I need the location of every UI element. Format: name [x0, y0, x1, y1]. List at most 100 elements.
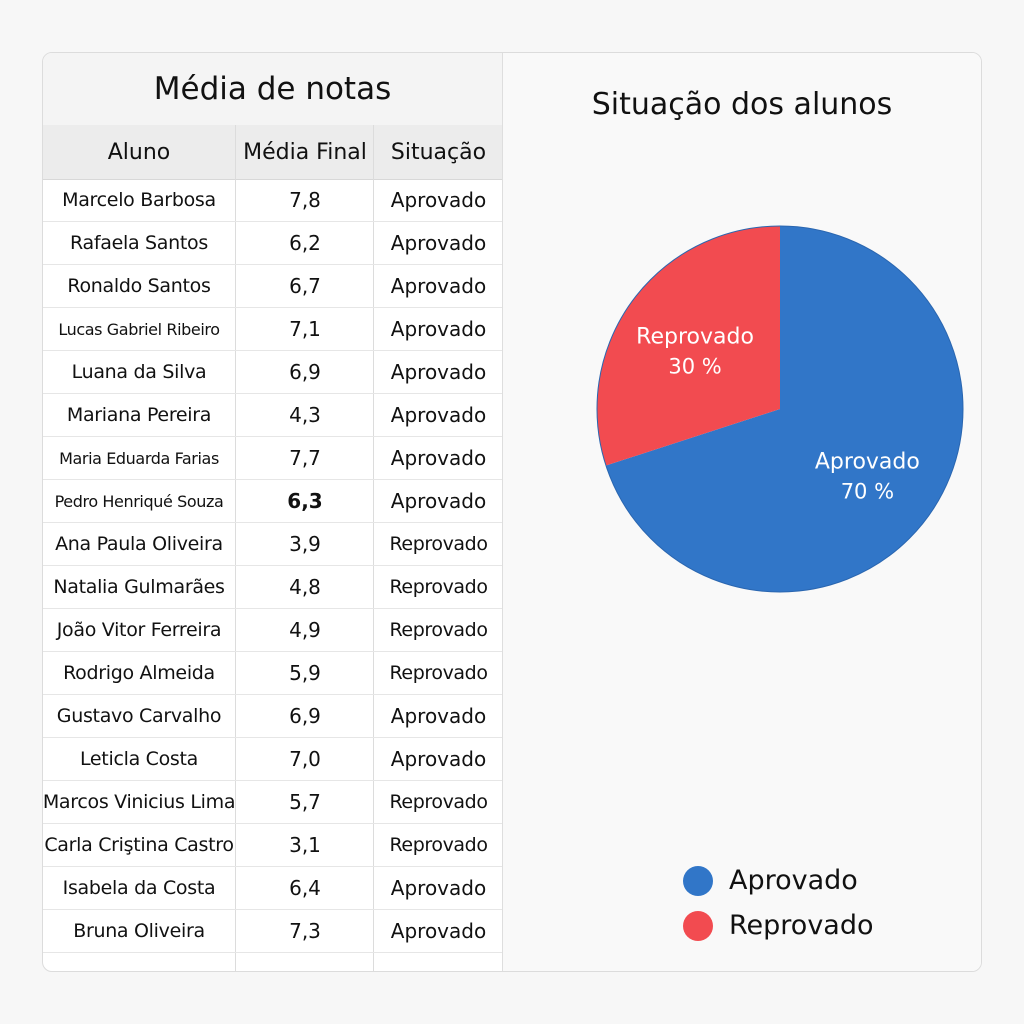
final-grade: 4,3	[235, 394, 374, 436]
student-name: Bruna Oliveira	[73, 920, 205, 942]
table-row: Rafaela Santos 6,2 Aprovado	[43, 222, 502, 265]
student-status: Reprovado	[373, 523, 503, 565]
final-grade: 6,4	[235, 867, 374, 909]
table-row: Maria Eduarda Farias 7,7 Aprovado	[43, 437, 502, 480]
final-grade: 5,7	[235, 781, 374, 823]
final-grade: 4,8	[235, 566, 374, 608]
final-grade: 6,9	[235, 695, 374, 737]
student-status: Aprovado	[373, 695, 503, 737]
student-name: Maria Eduarda Farias	[59, 448, 219, 468]
final-grade: 5,9	[235, 652, 374, 694]
student-status: Reprovado	[373, 652, 503, 694]
final-grade: 4,9	[235, 609, 374, 651]
student-status: Aprovado	[373, 222, 503, 264]
legend-dot-icon	[683, 910, 713, 941]
student-name: Gustavo Carvalho	[56, 705, 222, 727]
pie-chart-panel: Situação dos alunos Aprovado 70 % Reprovad…	[503, 53, 981, 971]
chart-legend: Aprovado Reprovado	[683, 858, 874, 948]
table-row: Mariana Pereira 4,3 Aprovado	[43, 394, 502, 437]
table-row: João Vitor Ferreira 4,9 Reprovado	[43, 609, 502, 652]
header-situacao: Situação	[373, 125, 503, 179]
final-grade: 7,1	[235, 308, 374, 350]
legend-item-aprovado: Aprovado	[683, 858, 874, 903]
empty-row	[43, 953, 503, 971]
empty-cell	[373, 953, 503, 971]
table-row: Rodrigo Almeida 5,9 Reprovado	[43, 652, 502, 695]
student-status: Aprovado	[373, 265, 503, 307]
student-status: Aprovado	[373, 351, 503, 393]
student-status: Aprovado	[373, 867, 503, 909]
table-row: Ana Paula Oliveira 3,9 Reprovado	[43, 523, 502, 566]
student-name: Isabela da Costa	[62, 877, 216, 899]
table-row: Leticla Costa 7,0 Aprovado	[43, 738, 502, 781]
final-grade: 7,0	[235, 738, 374, 780]
student-name: Natalia Gulmarães	[53, 576, 225, 598]
table-row: Pedro Henriqué Souza 6,3 Aprovado	[43, 480, 502, 523]
table-row: Marcelo Barbosa 7,8 Aprovado	[43, 179, 502, 222]
header-media-final: Média Final	[235, 125, 374, 179]
student-name: Rodrigo Almeida	[63, 662, 215, 684]
student-name: Marcos Vinicius Lima	[43, 791, 235, 813]
final-grade: 7,7	[235, 437, 374, 479]
slice-label-percent: 30 %	[668, 354, 721, 378]
student-status: Aprovado	[373, 738, 503, 780]
table-header: Aluno Média Final Situação	[43, 125, 502, 180]
legend-dot-icon	[683, 865, 713, 896]
final-grade: 3,1	[235, 824, 374, 866]
grades-table: Média de notas Aluno Média Final Situaçã…	[43, 53, 503, 971]
final-grade: 6,7	[235, 265, 374, 307]
legend-label: Aprovado	[729, 865, 858, 896]
student-name: Carla Criştina Castro	[44, 834, 234, 856]
student-name: Marcelo Barbosa	[62, 189, 216, 211]
pie-outline	[596, 225, 964, 593]
report-card: Média de notas Aluno Média Final Situaçã…	[42, 52, 982, 972]
final-grade: 7,3	[235, 910, 374, 952]
student-name: Ana Paula Oliveira	[55, 533, 223, 555]
final-grade: 7,8	[235, 179, 374, 221]
student-status: Reprovado	[373, 781, 503, 823]
student-status: Aprovado	[373, 910, 503, 952]
student-status: Aprovado	[373, 308, 503, 350]
empty-cell	[235, 953, 374, 971]
legend-label: Reprovado	[729, 910, 874, 941]
table-row: Isabela da Costa 6,4 Aprovado	[43, 867, 502, 910]
final-grade: 3,9	[235, 523, 374, 565]
final-grade: 6,2	[235, 222, 374, 264]
pie-slice-aprovado	[605, 226, 963, 592]
slice-label-name: Reprovado	[636, 324, 754, 349]
legend-item-reprovado: Reprovado	[683, 903, 874, 948]
student-name: Lucas Gabriel Ribeiro	[58, 319, 220, 339]
final-grade: 6,3	[235, 480, 374, 522]
student-status: Aprovado	[373, 394, 503, 436]
table-row: Gustavo Carvalho 6,9 Aprovado	[43, 695, 502, 738]
chart-title: Situação dos alunos	[591, 87, 893, 122]
student-name: Leticla Costa	[79, 748, 199, 770]
table-row: Luana da Silva 6,9 Aprovado	[43, 351, 502, 394]
table-row: Natalia Gulmarães 4,8 Reprovado	[43, 566, 502, 609]
student-name: Luana da Silva	[71, 361, 207, 383]
slice-label-percent: 70 %	[841, 479, 894, 503]
student-name: Rafaela Santos	[70, 232, 208, 254]
student-status: Aprovado	[373, 179, 503, 221]
student-status: Aprovado	[373, 437, 503, 479]
student-name: Pedro Henriqué Souza	[54, 491, 224, 511]
final-grade: 6,9	[235, 351, 374, 393]
table-row: Bruna Oliveira 7,3 Aprovado	[43, 910, 502, 953]
student-name: Mariana Pereira	[66, 404, 212, 426]
table-row: Marcos Vinicius Lima 5,7 Reprovado	[43, 781, 502, 824]
table-row: Lucas Gabriel Ribeiro 7,1 Aprovado	[43, 308, 502, 351]
table-body: Marcelo Barbosa 7,8 Aprovado Rafaela Santos…	[43, 179, 503, 971]
table-row: Carla Criştina Castro 3,1 Reprovado	[43, 824, 502, 867]
slice-label-name: Aprovado	[815, 449, 920, 474]
student-status: Reprovado	[373, 609, 503, 651]
student-status: Reprovado	[373, 824, 503, 866]
empty-cell	[43, 953, 235, 971]
student-status: Aprovado	[373, 480, 503, 522]
student-name: Ronaldo Santos	[67, 275, 211, 297]
table-title: Média de notas	[43, 53, 502, 126]
student-name: João Vitor Ferreira	[56, 619, 222, 641]
pie-slice-reprovado	[597, 226, 780, 466]
pie-chart: Aprovado 70 % Reprovado 30 %	[596, 225, 964, 593]
student-status: Reprovado	[373, 566, 503, 608]
table-row: Ronaldo Santos 6,7 Aprovado	[43, 265, 502, 308]
